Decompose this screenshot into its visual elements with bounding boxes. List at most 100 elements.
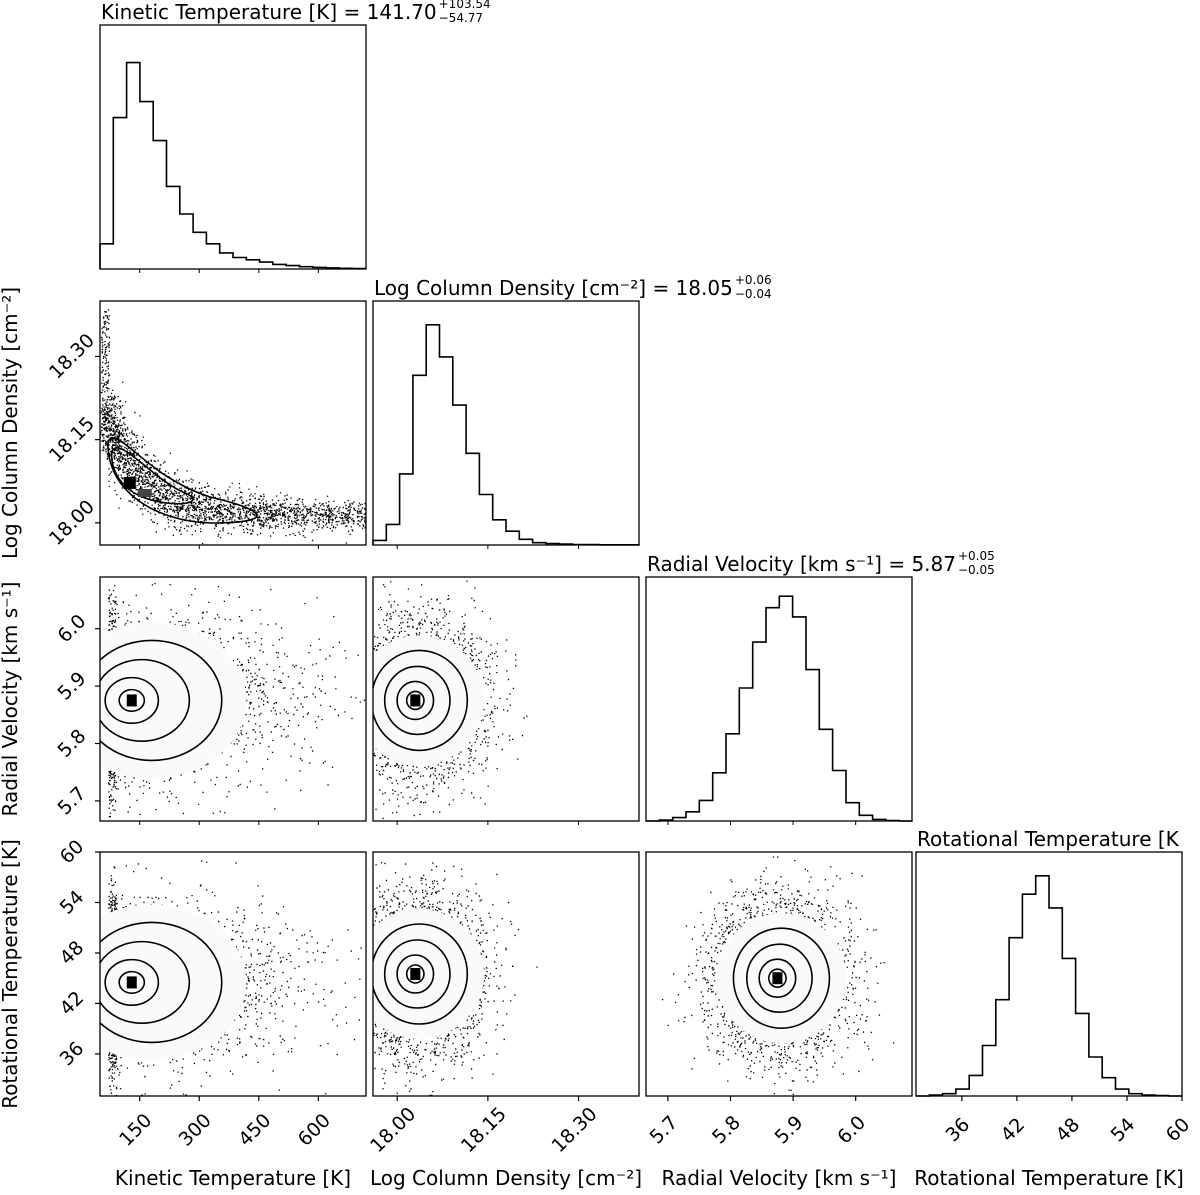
contour-core — [767, 968, 787, 989]
panel-logn-vs-vrad — [372, 576, 640, 822]
hist-panel-trot: Rotational Temperature [K — [915, 827, 1183, 1097]
y-tick-label: 5.9 — [54, 668, 91, 705]
y-tick-label: 54 — [56, 886, 89, 919]
param-title-tkin: Kinetic Temperature [K] = 141.70 — [101, 0, 437, 24]
x-tick-label: 5.8 — [708, 1112, 745, 1149]
title-lower-error: −0.05 — [958, 563, 995, 577]
panel-tkin-vs-vrad — [99, 576, 367, 822]
contour-outer — [100, 639, 223, 762]
histogram-steps-tkin — [99, 61, 367, 270]
hist-frame — [645, 576, 913, 822]
contour-core — [405, 690, 425, 711]
x-tick-label: 42 — [997, 1114, 1030, 1147]
contour-inner — [104, 958, 160, 1007]
density-halo — [100, 622, 247, 779]
y-axis-label-trot: Rotational Temperature [K] — [0, 839, 22, 1109]
contour-core — [405, 964, 425, 984]
x-tick-label: 48 — [1052, 1114, 1085, 1147]
panel-vrad-vs-trot — [645, 851, 913, 1097]
x-tick-label: 6.0 — [833, 1112, 870, 1149]
density-peak — [126, 976, 137, 989]
title-upper-error: +0.06 — [735, 273, 772, 287]
density-peak — [123, 477, 136, 489]
histogram-steps-logn — [372, 324, 640, 546]
panel-frame — [372, 576, 640, 822]
hist-frame — [372, 300, 640, 546]
panel-frame — [99, 576, 367, 822]
title-upper-error: +103.54 — [439, 0, 491, 11]
contour-middle — [383, 665, 451, 736]
x-tick-label: 60 — [1162, 1114, 1195, 1147]
panel-tkin-vs-trot — [99, 851, 367, 1097]
contour-outer — [107, 437, 258, 524]
histogram-steps-vrad — [646, 595, 913, 822]
hist-panel-vrad: Radial Velocity [km s⁻¹] = 5.87 +0.05−0.0… — [645, 549, 995, 822]
param-title-trot: Rotational Temperature [K — [917, 827, 1180, 851]
density-peak — [410, 694, 421, 707]
x-tick-label: 54 — [1107, 1114, 1140, 1147]
x-tick-label: 5.7 — [645, 1112, 682, 1149]
param-title-vrad: Radial Velocity [km s⁻¹] = 5.87 — [647, 552, 956, 576]
contour-outer — [373, 649, 469, 752]
title-lower-error: −54.77 — [439, 11, 483, 25]
contour-inner — [104, 676, 160, 725]
density-peak — [410, 968, 421, 980]
contour-inner — [396, 954, 435, 994]
density-peak — [126, 694, 137, 707]
x-tick-label: 18.30 — [548, 1103, 602, 1157]
contour-core — [118, 970, 146, 995]
y-tick-label: 6.0 — [54, 610, 91, 647]
x-tick-label: 36 — [942, 1114, 975, 1147]
param-title-logn: Log Column Density [cm⁻²] = 18.05 — [374, 276, 733, 300]
contour-outer — [732, 927, 831, 1030]
contour-outer — [373, 923, 469, 1025]
contour-middle — [745, 943, 813, 1014]
y-axis-label-logn: Log Column Density [cm⁻²] — [0, 287, 22, 559]
y-tick-label: 5.8 — [54, 725, 91, 762]
hist-panel-logn: Log Column Density [cm⁻²] = 18.05 +0.06−0… — [372, 273, 772, 546]
y-tick-label: 42 — [56, 987, 89, 1020]
density-cell — [137, 489, 152, 497]
x-axis-label-vrad: Radial Velocity [km s⁻¹] — [662, 1166, 897, 1190]
contour-inner — [396, 680, 435, 721]
contour-outer — [100, 921, 223, 1044]
panel-frame — [372, 851, 640, 1097]
contour-middle — [100, 940, 191, 1025]
x-tick-label: 5.9 — [771, 1112, 808, 1149]
x-axis-label-tkin: Kinetic Temperature [K] — [115, 1166, 351, 1190]
histogram-steps-trot — [916, 875, 1182, 1097]
x-tick-label: 150 — [115, 1109, 156, 1150]
contour-inner — [110, 447, 194, 505]
contour-inner — [758, 958, 797, 999]
x-tick-label: 300 — [175, 1109, 216, 1150]
panel-tkin-vs-logn — [99, 300, 367, 546]
x-tick-label: 600 — [294, 1109, 335, 1150]
y-tick-label: 48 — [56, 937, 89, 970]
y-tick-label: 36 — [56, 1038, 89, 1071]
y-axis-label-vrad: Radial Velocity [km s⁻¹] — [0, 582, 22, 817]
density-peak — [772, 972, 783, 985]
contour-middle — [383, 939, 451, 1009]
y-tick-label: 18.15 — [45, 413, 99, 467]
hist-panel-tkin: Kinetic Temperature [K] = 141.70 +103.54−… — [99, 0, 491, 270]
hist-frame — [915, 851, 1183, 1097]
x-axis-label-logn: Log Column Density [cm⁻²] — [370, 1166, 642, 1190]
panel-frame — [99, 300, 367, 546]
x-axis-label-trot: Rotational Temperature [K] — [914, 1166, 1184, 1190]
y-tick-label: 5.7 — [54, 782, 91, 819]
title-upper-error: +0.05 — [958, 549, 995, 563]
panel-frame — [645, 851, 913, 1097]
y-tick-label: 18.30 — [45, 329, 99, 383]
scatter-samples — [100, 309, 366, 545]
x-tick-label: 18.15 — [457, 1103, 511, 1157]
hist-frame — [99, 24, 367, 270]
y-tick-label: 18.00 — [45, 496, 99, 550]
x-tick-label: 18.00 — [366, 1103, 420, 1157]
x-tick-label: 450 — [234, 1109, 275, 1150]
density-halo — [100, 904, 247, 1061]
title-lower-error: −0.04 — [735, 287, 772, 301]
contour-core — [118, 688, 146, 713]
y-tick-label: 60 — [56, 836, 89, 869]
contour-middle — [100, 658, 191, 743]
